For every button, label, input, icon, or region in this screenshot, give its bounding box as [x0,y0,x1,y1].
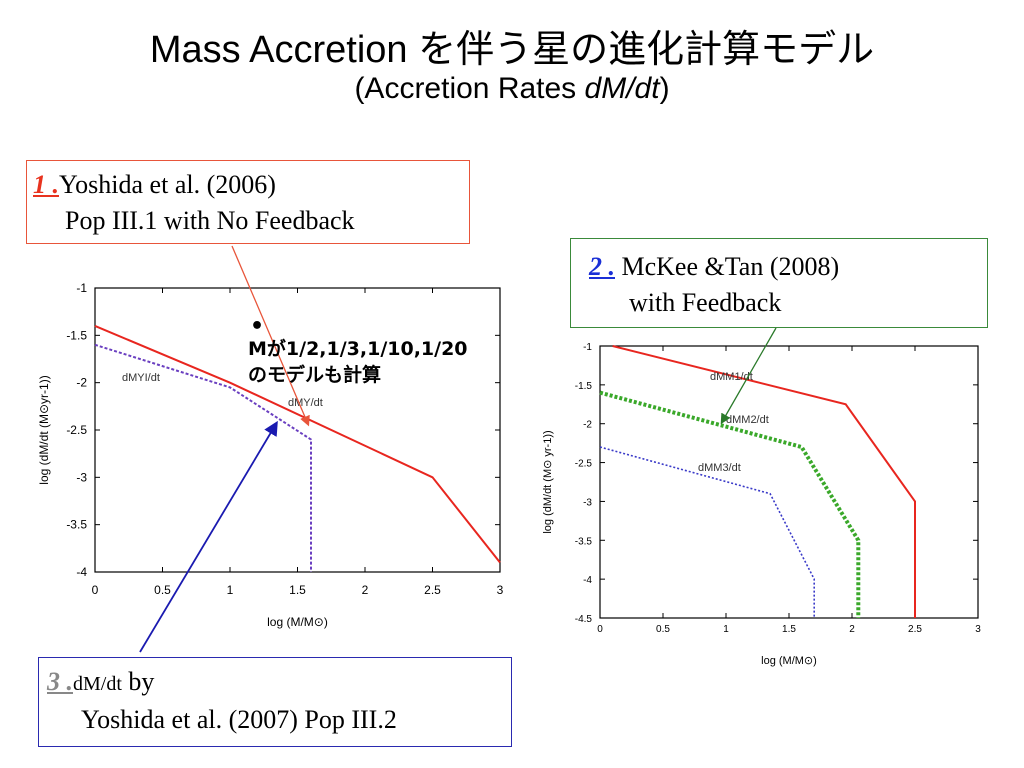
note-line1: Mが1/2,1/3,1/10,1/20 [248,338,468,360]
box2-citation: McKee &Tan (2008) [621,252,840,281]
x-tick-label: 2 [362,583,369,597]
x-tick-label: 3 [975,624,981,635]
x-tick-label: 1.5 [782,624,796,635]
series-line-2 [599,390,861,618]
box1-number: 1 . [33,170,59,199]
y-tick-label: -1 [583,342,592,353]
x-tick-label: 2.5 [908,624,922,635]
box3-line1: 3 .dM/dt by [47,664,511,702]
series-line-1 [94,324,501,564]
y-tick-label: -3.5 [66,518,87,532]
note-line2: のモデルも計算 [248,364,382,386]
x-tick-label: 1.5 [289,583,306,597]
chart-right: 0 0.5 1 1.5 2 2.5 3 -1 -1.5 -2 -2.5 -3 -3.5 -4 -4.5 log… [542,342,981,667]
page-subtitle: (Accretion Rates dM/dt) [0,72,1024,106]
page-title: Mass Accretion を伴う星の進化計算モデル [149,29,875,71]
arrow-box1 [231,245,310,427]
series-label-1: dMM1/dt [710,371,753,383]
box3-quantity: dM/dt [73,673,122,695]
y-tick-label: -4 [583,575,592,586]
subtitle-suffix: ) [659,72,670,105]
x-tick-label: 1 [227,583,234,597]
series-label-3: dMY/dt [288,397,323,409]
x-tick-label: 3 [497,583,504,597]
note-text: • Mが1/2,1/3,1/10,1/20 のモデルも計算 [248,314,468,388]
y-tick-label: -4 [76,565,87,579]
series-label-2: dMYI/dt [122,372,160,384]
y-tick-label: -2.5 [575,459,593,470]
x-axis-label: log (M/M⊙) [267,615,328,629]
box2-number: 2 . [589,252,615,281]
y-tick-label: -3 [76,470,87,484]
box1-citation: Yoshida et al. (2006) [59,170,276,199]
y-tick-label: -2 [583,420,592,431]
y-tick-label: -1.5 [575,381,593,392]
box2-line1: 2 . McKee &Tan (2008) [589,249,987,285]
x-tick-label: 1 [723,624,729,635]
box3-by: by [121,667,155,696]
series-label-2: dMM2/dt [726,414,769,426]
x-tick-label: 2.5 [424,583,441,597]
reference-box-2: 2 . McKee &Tan (2008) with Feedback [570,238,988,328]
y-axis-label: log (dM/dt (M⊙yr-1)) [37,375,51,484]
box3-number: 3 . [47,667,73,696]
series-line-2 [94,343,312,572]
y-tick-label: -2.5 [66,423,87,437]
y-tick-label: -4.5 [575,614,593,625]
y-tick-label: -3 [583,497,592,508]
y-tick-label: -1.5 [66,328,87,342]
y-tick-label: -3.5 [575,536,593,547]
chart-left: 0 0.5 1 1.5 2 2.5 3 -1 -1.5 -2 -2.5 -3 -3.5 -4 log (M/… [37,281,504,629]
x-tick-label: 0 [597,624,603,635]
y-axis-label: log (dM/dt (M⊙ yr-1)) [542,430,554,533]
arrow-box2 [720,327,777,425]
x-tick-label: 0 [92,583,99,597]
box1-line1: 1 .Yoshida et al. (2006) [33,167,469,203]
y-tick-label: -1 [76,281,87,295]
y-tick-label: -2 [76,376,87,390]
x-tick-label: 2 [849,624,855,635]
x-axis-label: log (M/M⊙) [761,655,817,667]
series-line-1 [612,345,916,618]
arrow-box3 [139,420,278,653]
x-tick-label: 0.5 [154,583,171,597]
box1-line2: Pop III.1 with No Feedback [65,206,355,235]
reference-box-1: 1 .Yoshida et al. (2006) Pop III.1 with … [26,160,470,244]
series-line-3 [599,446,816,618]
note-bullet: • [250,314,265,339]
x-tick-label: 0.5 [656,624,670,635]
reference-box-3: 3 .dM/dt by Yoshida et al. (2007) Pop II… [38,657,512,747]
series-label-3: dMM3/dt [698,462,741,474]
subtitle-prefix: (Accretion Rates [354,72,585,105]
box2-line2: with Feedback [629,288,782,317]
subtitle-italic: dM/dt [584,72,660,105]
box3-line2: Yoshida et al. (2007) Pop III.2 [81,705,397,734]
